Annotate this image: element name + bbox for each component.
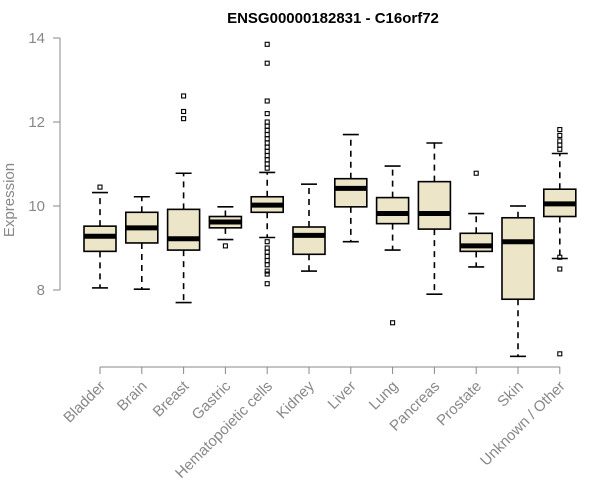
x-tick-label: Bladder: [60, 378, 109, 427]
y-tick-label: 14: [28, 30, 45, 47]
x-tick-label: Breast: [150, 377, 193, 420]
outlier-point: [264, 268, 270, 274]
box-group: [250, 41, 284, 287]
x-tick-label: Lung: [366, 378, 402, 414]
outlier-point: [264, 239, 270, 245]
box-iqr: [501, 216, 535, 301]
outlier-point: [390, 320, 396, 326]
y-tick-label: 8: [37, 282, 45, 299]
box-group: [501, 205, 535, 358]
box-iqr: [333, 177, 368, 208]
outlier-point: [264, 136, 270, 142]
outlier-point: [264, 157, 270, 163]
outlier-point: [264, 148, 270, 154]
outlier-point: [264, 245, 270, 251]
outlier-point: [264, 165, 270, 171]
x-tick-label: Liver: [325, 378, 360, 413]
box-group: [459, 170, 494, 268]
outlier-point: [557, 138, 563, 144]
outlier-point: [557, 142, 563, 148]
outlier-point: [264, 98, 270, 104]
box-iqr: [83, 225, 117, 253]
outlier-point: [264, 249, 270, 255]
box-group: [208, 206, 243, 249]
outlier-point: [557, 254, 563, 260]
outlier-point: [264, 262, 270, 268]
outlier-point: [222, 243, 228, 249]
outlier-point: [264, 60, 270, 66]
outlier-point: [97, 184, 103, 190]
box-iqr: [459, 232, 494, 253]
outlier-point: [264, 281, 270, 287]
chart-title: ENSG00000182831 - C16orf72: [227, 10, 439, 27]
outlier-point: [264, 253, 270, 259]
y-tick-label: 12: [28, 114, 45, 131]
box-group: [83, 184, 117, 289]
outlier-point: [473, 170, 479, 176]
outlier-point: [264, 271, 270, 277]
x-tick-label: Skin: [494, 378, 527, 411]
x-tick-label: Brain: [114, 378, 151, 415]
outlier-point: [264, 153, 270, 159]
x-tick-label: Prostate: [433, 378, 485, 430]
box-iqr: [417, 180, 452, 230]
outlier-point: [264, 127, 270, 133]
outlier-point: [557, 146, 563, 152]
box-iqr: [375, 196, 410, 225]
box-group: [125, 195, 159, 290]
outlier-point: [264, 140, 270, 146]
plot-area: [83, 41, 577, 358]
box-group: [333, 133, 368, 243]
outlier-point: [264, 123, 270, 129]
outlier-point: [181, 108, 187, 115]
outlier-point: [264, 161, 270, 167]
y-axis-label: Expression: [1, 163, 18, 237]
outlier-point: [181, 93, 187, 99]
outlier-point: [264, 144, 270, 150]
outlier-point: [181, 116, 187, 122]
outlier-point: [264, 132, 270, 138]
box-iqr: [292, 226, 326, 256]
box-group: [375, 165, 410, 326]
outlier-point: [264, 111, 270, 117]
y-axis: 8 10 12 14: [28, 30, 61, 299]
box-group: [542, 127, 577, 357]
y-tick-label: 10: [28, 198, 45, 215]
box-group: [292, 183, 326, 272]
outlier-point: [557, 351, 563, 357]
box-group: [166, 93, 201, 304]
outlier-point: [264, 119, 270, 125]
outlier-point: [264, 258, 270, 264]
outlier-point: [557, 266, 563, 272]
box-group: [417, 142, 452, 296]
x-tick-label: Kidney: [273, 377, 318, 422]
outlier-point: [557, 127, 563, 133]
outlier-point: [557, 132, 563, 138]
outlier-point: [264, 41, 270, 47]
box-iqr: [166, 208, 201, 251]
